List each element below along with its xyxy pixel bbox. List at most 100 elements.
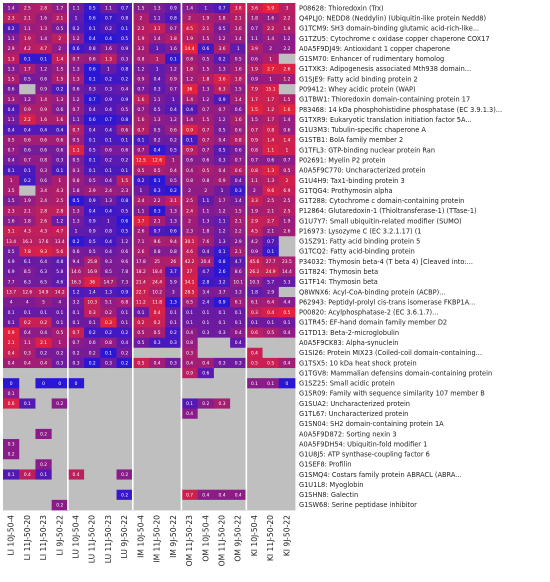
heatmap-cell — [19, 246, 36, 257]
heatmap-cell — [149, 256, 166, 268]
cell-value: 1.1 — [251, 178, 258, 184]
cell-value: 6.9 — [8, 269, 15, 275]
heatmap-cell — [230, 418, 247, 430]
heatmap-cell — [3, 165, 20, 176]
cell-value: 2.1 — [56, 16, 63, 22]
heatmap-cell — [84, 256, 101, 268]
heatmap-cell — [51, 489, 69, 501]
cell-value: 0.9 — [186, 371, 193, 377]
cell-value: 14.7 — [104, 279, 114, 285]
heatmap-cell — [3, 469, 20, 480]
cell-value: 1.2 — [219, 36, 226, 42]
heatmap-cell — [100, 307, 117, 318]
heatmap-cell — [84, 246, 101, 257]
row-label: G1STB1: BolA family member 2 — [299, 136, 403, 144]
heatmap-cell — [67, 205, 85, 217]
row-label: A0A5F9D872: Sorting nexin 3 — [299, 430, 397, 438]
heatmap-cell — [84, 408, 101, 420]
cell-value: 1.6 — [170, 46, 177, 52]
cell-value: 0.1 — [89, 168, 96, 174]
cell-value: 1.6 — [137, 97, 144, 103]
cell-value: 0.9 — [89, 219, 96, 225]
cell-value: 4.3 — [56, 188, 63, 194]
heatmap-cell — [278, 489, 296, 501]
cell-value: 0.5 — [170, 148, 177, 154]
heatmap-cell — [19, 398, 36, 409]
cell-value: 26 — [171, 259, 177, 265]
cell-value: 0.2 — [56, 350, 63, 356]
heatmap-cell — [67, 368, 85, 379]
cell-value: 0.1 — [251, 320, 258, 326]
cell-value: 0.2 — [121, 472, 128, 478]
heatmap-cell — [100, 84, 117, 95]
heatmap-cell — [165, 94, 182, 105]
heatmap-cell — [230, 226, 247, 237]
cell-value: 2.3 — [8, 208, 15, 214]
cell-value: 0.7 — [202, 148, 209, 154]
heatmap-cell — [132, 378, 150, 389]
heatmap-cell — [262, 307, 280, 318]
heatmap-cell — [116, 63, 134, 75]
cell-value: 2.2 — [283, 46, 290, 52]
heatmap-cell — [246, 114, 263, 126]
heatmap-cell — [230, 73, 247, 85]
cell-value: 1.6 — [56, 117, 63, 123]
cell-value: 2.5 — [56, 198, 63, 204]
cell-value: 1.2 — [219, 208, 226, 214]
heatmap-cell — [84, 489, 101, 501]
heatmap-cell — [67, 276, 85, 288]
cell-value: 2.1 — [235, 16, 242, 22]
cell-value: 16.3 — [71, 279, 81, 285]
cell-value: 2.9 — [8, 46, 15, 52]
heatmap-cell — [197, 347, 215, 359]
heatmap-cell — [3, 347, 20, 359]
column-label: LU 9J-50-22 — [120, 515, 129, 559]
heatmap-cell — [165, 236, 182, 247]
cell-value: 1.5 — [235, 208, 242, 214]
cell-value: 0.7 — [73, 127, 80, 133]
heatmap-cell — [100, 388, 117, 399]
cell-value: 23.5 — [282, 259, 292, 265]
cell-value: 0.7 — [202, 127, 209, 133]
cell-value: 5.6 — [56, 249, 63, 255]
cell-value: 0.6 — [73, 249, 80, 255]
cell-value: 4.3 — [40, 229, 47, 235]
heatmap-cell — [213, 297, 231, 308]
cell-value: 1.4 — [40, 97, 47, 103]
heatmap-cell — [278, 144, 296, 156]
heatmap-cell — [132, 439, 150, 450]
cell-value: 0.4 — [8, 158, 15, 164]
cell-value: 0.1 — [121, 26, 128, 32]
heatmap-cell — [230, 134, 247, 146]
cell-value: 0.4 — [89, 107, 96, 113]
column-label: OM 10J-50-4 — [201, 515, 210, 562]
heatmap-cell — [3, 53, 20, 65]
cell-value: 13.4 — [6, 239, 16, 245]
cell-value: 17.6 — [39, 239, 49, 245]
heatmap-cell — [51, 317, 69, 328]
cell-value: 0.7 — [202, 137, 209, 143]
cell-value: 0.3 — [235, 188, 242, 194]
heatmap-cell — [51, 33, 69, 44]
cell-value: 0.3 — [170, 360, 177, 366]
heatmap-cell — [278, 205, 296, 217]
cell-value: 0.4 — [154, 77, 161, 83]
heatmap-cell — [100, 479, 117, 491]
heatmap-cell — [165, 84, 182, 95]
heatmap-cell — [278, 226, 296, 237]
heatmap-cell — [35, 469, 53, 480]
heatmap-cell — [51, 327, 69, 339]
heatmap-cell — [67, 185, 85, 197]
heatmap-cell — [197, 398, 215, 409]
heatmap-cell — [149, 124, 166, 136]
heatmap-cell — [84, 144, 101, 156]
cell-value: 0.1 — [121, 168, 128, 174]
cell-value: 45.6 — [250, 259, 260, 265]
heatmap-cell — [213, 337, 231, 349]
heatmap-cell — [262, 155, 280, 166]
heatmap-cell — [84, 368, 101, 379]
cell-value: 1.9 — [137, 36, 144, 42]
cell-value: 0.5 — [283, 168, 290, 174]
cell-value: 7.6 — [202, 239, 209, 245]
cell-value: 0.6 — [73, 87, 80, 93]
